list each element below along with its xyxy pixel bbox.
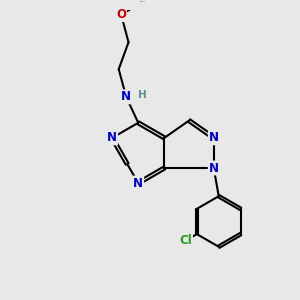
Text: O: O	[116, 8, 126, 21]
Text: N: N	[133, 177, 143, 190]
Text: H: H	[138, 90, 146, 100]
Text: N: N	[107, 131, 117, 144]
Text: N: N	[121, 90, 131, 103]
Text: N: N	[209, 161, 219, 175]
Text: methoxy: methoxy	[140, 1, 146, 2]
Text: N: N	[209, 131, 219, 144]
Text: Cl: Cl	[179, 234, 192, 247]
